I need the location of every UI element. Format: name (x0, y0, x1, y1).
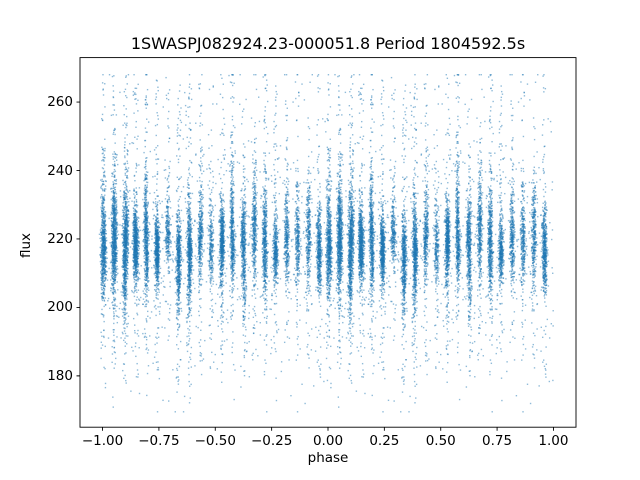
y-tick-label: 180 (47, 367, 73, 384)
x-tick-label: −0.25 (250, 433, 293, 449)
y-tick-label: 200 (47, 299, 73, 316)
x-axis-label: phase (307, 450, 349, 466)
y-tick-label: 240 (47, 162, 73, 179)
x-tick-label: 1.00 (538, 433, 569, 449)
chart-title: 1SWASPJ082924.23-000051.8 Period 1804592… (130, 34, 526, 53)
x-tick-label: −1.00 (81, 433, 124, 449)
y-tick-label: 220 (47, 230, 73, 247)
x-tick-label: 0.00 (312, 433, 344, 449)
x-tick-label: 0.25 (369, 433, 400, 449)
x-tick-label: 0.75 (482, 433, 513, 449)
y-tick-label: 260 (47, 94, 73, 111)
x-tick-label: −0.75 (138, 433, 180, 449)
x-tick-label: −0.50 (194, 433, 236, 449)
x-tick-label: 0.50 (425, 433, 456, 449)
